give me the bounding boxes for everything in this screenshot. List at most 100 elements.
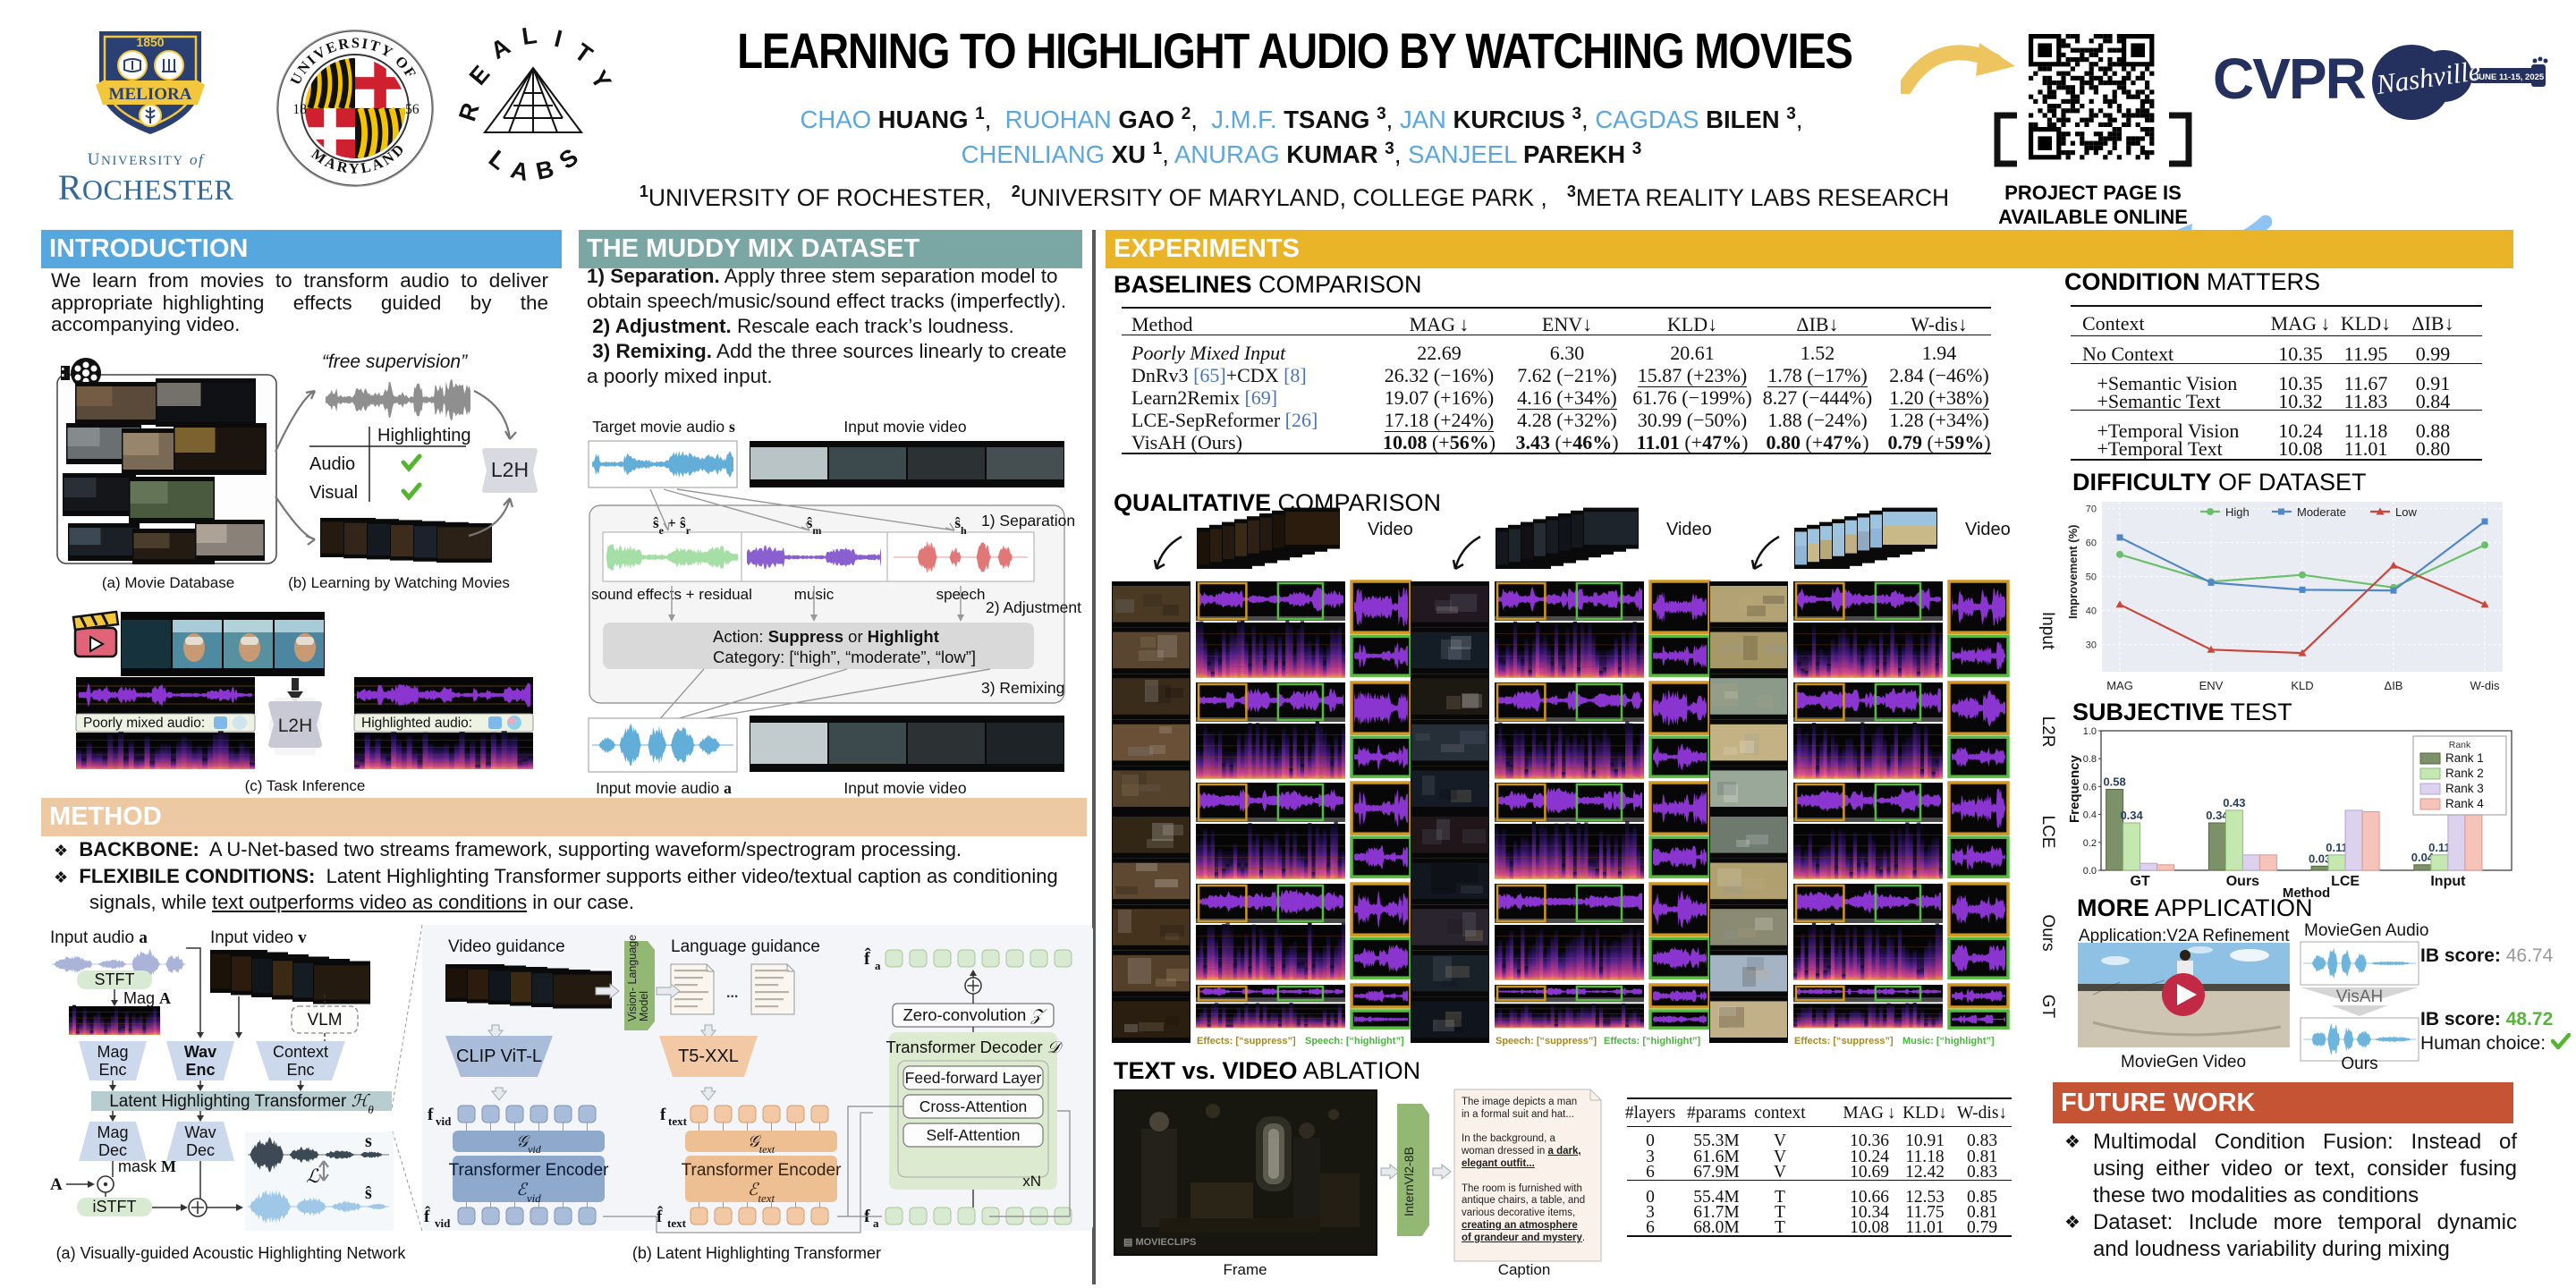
svg-text:Category: [“high”, “moderate”,: Category: [“high”, “moderate”, “low”]: [713, 648, 976, 666]
svg-text:GT: GT: [2038, 995, 2057, 1019]
svg-text:a: a: [875, 959, 881, 972]
svg-text:Enc: Enc: [286, 1061, 314, 1079]
svg-text:0.43: 0.43: [2223, 796, 2245, 809]
svg-text:W-dis: W-dis: [2470, 679, 2500, 692]
svg-text:Improvement (%): Improvement (%): [2066, 525, 2080, 619]
svg-text:1.0: 1.0: [2083, 726, 2097, 737]
svg-text:Moderate: Moderate: [2297, 505, 2346, 519]
svg-text:3) Remixing: 3) Remixing: [981, 679, 1064, 697]
svg-text:Visual: Visual: [309, 483, 358, 503]
svg-text:Highlighting: Highlighting: [377, 426, 471, 445]
svg-text:LCE: LCE: [2038, 816, 2057, 849]
svg-text:text: text: [668, 1114, 688, 1128]
svg-text:MAG: MAG: [2106, 679, 2133, 692]
svg-text:LCE: LCE: [2331, 874, 2360, 889]
svg-text:Self-Attention: Self-Attention: [926, 1126, 1020, 1144]
svg-text:L2R: L2R: [2038, 716, 2057, 748]
svg-text:MELIORA: MELIORA: [109, 85, 192, 104]
svg-text:Input video v: Input video v: [210, 928, 307, 947]
svg-text:0.8: 0.8: [2083, 754, 2097, 765]
svg-text:Video guidance: Video guidance: [448, 937, 565, 956]
svg-text:iSTFT: iSTFT: [93, 1198, 137, 1216]
svg-text:Low: Low: [2395, 505, 2417, 519]
svg-text:ℒ: ℒ: [306, 1165, 320, 1187]
svg-text:L: L: [520, 21, 538, 50]
svg-text:VisAH: VisAH: [2336, 987, 2383, 1006]
svg-text:Effects: [“highlight”]: Effects: [“highlight”]: [1604, 1036, 1700, 1046]
svg-text:xN: xN: [1022, 1173, 1041, 1190]
svg-text:ENV: ENV: [2199, 679, 2224, 692]
svg-text:50: 50: [2086, 572, 2097, 583]
svg-text:Input: Input: [2038, 612, 2057, 650]
svg-text:70: 70: [2086, 504, 2097, 515]
svg-text:JUNE 11-15, 2025: JUNE 11-15, 2025: [2474, 72, 2545, 82]
svg-text:STFT: STFT: [95, 970, 135, 988]
svg-text:“free supervision”: “free supervision”: [322, 352, 468, 372]
svg-text:0.2: 0.2: [2083, 838, 2097, 849]
svg-text:30: 30: [2086, 640, 2097, 651]
svg-text:0.11: 0.11: [2428, 841, 2451, 854]
svg-text:High: High: [2225, 505, 2250, 519]
svg-text:Vision- Language: Vision- Language: [626, 935, 639, 1021]
svg-text:0.0: 0.0: [2083, 866, 2097, 877]
svg-text:(a) Visually-guided Acoustic H: (a) Visually-guided Acoustic Highlightin…: [56, 1244, 407, 1262]
svg-text:1850: 1850: [136, 35, 164, 49]
svg-text:Context: Context: [273, 1043, 328, 1061]
svg-text:s: s: [365, 1131, 372, 1151]
svg-text:Rank: Rank: [2449, 740, 2471, 750]
svg-text:Model: Model: [638, 991, 650, 1021]
svg-text:Transformer Encoder: Transformer Encoder: [682, 1161, 842, 1180]
svg-text:Wav: Wav: [184, 1043, 216, 1061]
svg-text:L: L: [484, 145, 512, 175]
svg-text:Video: Video: [1965, 520, 2011, 539]
svg-text:(a) Movie Database: (a) Movie Database: [102, 574, 234, 591]
svg-text:f̂: f̂: [657, 1207, 663, 1226]
svg-text:Video: Video: [1368, 520, 1413, 539]
svg-text:T5-XXL: T5-XXL: [678, 1046, 739, 1066]
svg-text:Dec: Dec: [98, 1141, 127, 1159]
svg-text:(b) Learning by Watching Movie: (b) Learning by Watching Movies: [288, 574, 510, 591]
svg-text:Rank 4: Rank 4: [2445, 797, 2484, 810]
svg-text:S: S: [555, 143, 583, 174]
svg-text:Action: Suppress or Highlight: Action: Suppress or Highlight: [713, 627, 939, 646]
svg-text:vid: vid: [436, 1114, 452, 1128]
svg-text:KLD: KLD: [2291, 679, 2313, 692]
svg-text:Dec: Dec: [186, 1141, 215, 1159]
svg-text:f̂: f̂: [864, 946, 871, 969]
svg-text:2) Adjustment: 2) Adjustment: [986, 598, 1081, 616]
svg-text:Effects: [“suppress”]: Effects: [“suppress”]: [1794, 1036, 1894, 1046]
svg-text:(b) Latent Highlighting Transf: (b) Latent Highlighting Transformer: [632, 1244, 881, 1262]
svg-text:Ours: Ours: [2341, 1055, 2377, 1072]
svg-text:0.11: 0.11: [2326, 841, 2348, 854]
svg-text:Cross-Attention: Cross-Attention: [919, 1097, 1028, 1115]
svg-text:Audio: Audio: [309, 454, 355, 474]
svg-text:Input movie video: Input movie video: [843, 779, 966, 797]
svg-text:ΔIB: ΔIB: [2385, 679, 2403, 692]
svg-text:Frequency: Frequency: [2067, 754, 2082, 823]
svg-text:Mag A: Mag A: [123, 989, 171, 1007]
svg-text:Feed-forward Layer: Feed-forward Layer: [905, 1069, 1042, 1087]
svg-text:VLM: VLM: [307, 1011, 342, 1030]
svg-text:Effects: [“suppress”]: Effects: [“suppress”]: [1197, 1036, 1296, 1046]
svg-text:0.4: 0.4: [2083, 810, 2097, 821]
svg-text:Input movie video: Input movie video: [843, 418, 966, 436]
svg-text:I: I: [552, 25, 565, 53]
svg-text:Input movie audio a: Input movie audio a: [596, 779, 732, 797]
svg-text:InternVl2-8B: InternVl2-8B: [1402, 1147, 1416, 1216]
svg-text:Highlighted audio:: Highlighted audio:: [361, 716, 472, 731]
svg-text:Speech: [“highlight”]: Speech: [“highlight”]: [1305, 1036, 1404, 1046]
svg-text:Ours: Ours: [2038, 914, 2057, 951]
svg-text:Caption: Caption: [1498, 1261, 1551, 1278]
svg-text:A: A: [508, 156, 531, 186]
svg-text:0.58: 0.58: [2103, 775, 2125, 789]
svg-text:Frame: Frame: [1223, 1261, 1267, 1278]
svg-text:▤ MOVIECLIPS: ▤ MOVIECLIPS: [1123, 1237, 1196, 1248]
svg-text:T: T: [570, 38, 597, 69]
svg-text:Mag: Mag: [97, 1043, 128, 1061]
svg-text:Transformer Encoder: Transformer Encoder: [449, 1161, 609, 1180]
svg-text:CVPR: CVPR: [2213, 47, 2366, 111]
svg-text:f: f: [428, 1106, 434, 1124]
svg-text:Transformer Decoder 𝒟: Transformer Decoder 𝒟: [886, 1038, 1063, 1057]
svg-text:Language guidance: Language guidance: [671, 937, 820, 956]
svg-text:a: a: [873, 1216, 879, 1230]
